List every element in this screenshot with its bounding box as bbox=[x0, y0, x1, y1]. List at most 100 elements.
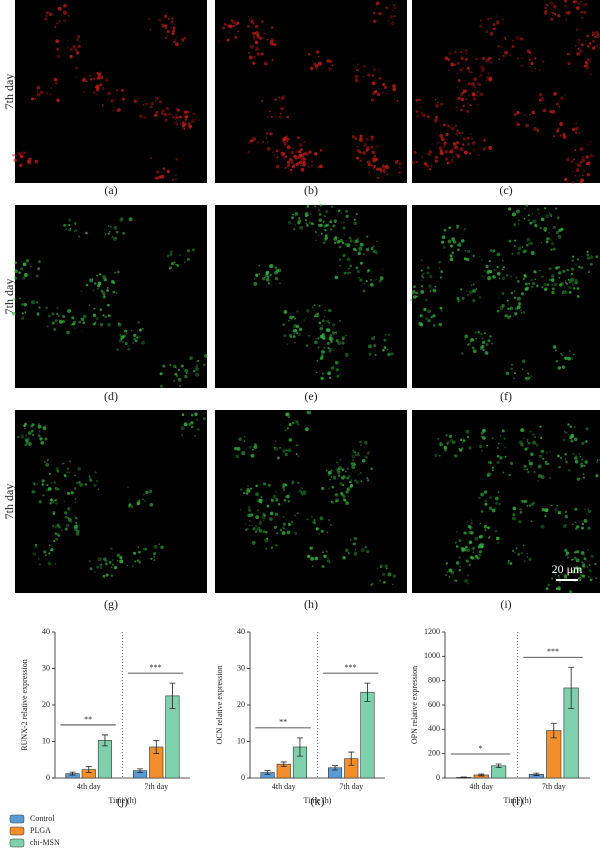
speckle bbox=[133, 99, 137, 103]
speckle bbox=[45, 14, 48, 18]
speckle bbox=[588, 42, 592, 45]
speckle bbox=[93, 322, 96, 325]
speckle bbox=[501, 259, 504, 262]
speckle bbox=[328, 350, 332, 353]
speckle bbox=[298, 151, 301, 154]
speckle bbox=[321, 335, 325, 340]
speckle bbox=[447, 58, 450, 62]
speckle bbox=[564, 356, 568, 360]
speckle bbox=[18, 271, 21, 274]
speckle bbox=[44, 437, 48, 441]
speckle bbox=[589, 42, 592, 45]
speckle bbox=[564, 431, 566, 433]
speckle bbox=[328, 322, 330, 324]
speckle bbox=[321, 68, 324, 71]
speckle bbox=[329, 220, 333, 224]
speckle bbox=[430, 165, 433, 168]
speckle bbox=[570, 558, 573, 561]
speckle bbox=[275, 499, 279, 503]
speckle bbox=[526, 376, 531, 381]
speckle bbox=[32, 434, 34, 436]
speckle bbox=[182, 38, 185, 41]
speckle bbox=[464, 139, 466, 141]
speckle bbox=[311, 160, 313, 162]
speckle bbox=[281, 138, 285, 142]
speckle bbox=[108, 314, 111, 318]
speckle bbox=[254, 443, 257, 446]
speckle bbox=[297, 161, 300, 165]
speckle bbox=[442, 246, 446, 249]
speckle bbox=[505, 38, 507, 41]
speckle bbox=[164, 27, 168, 30]
speckle bbox=[382, 171, 386, 174]
speckle bbox=[204, 354, 208, 358]
speckle bbox=[420, 289, 425, 294]
speckle bbox=[552, 135, 555, 138]
speckle bbox=[62, 10, 67, 15]
speckle bbox=[445, 132, 449, 137]
speckle bbox=[194, 435, 196, 437]
speckle bbox=[355, 244, 357, 247]
speckle bbox=[295, 420, 299, 424]
speckle bbox=[574, 459, 579, 464]
speckle bbox=[589, 262, 593, 266]
speckle bbox=[355, 68, 359, 72]
speckle bbox=[60, 529, 64, 532]
speckle bbox=[104, 279, 107, 282]
speckle bbox=[115, 237, 117, 239]
speckle bbox=[175, 366, 177, 368]
x-axis-label: Time (h) bbox=[504, 796, 532, 805]
speckle bbox=[373, 12, 376, 15]
speckle bbox=[371, 81, 376, 86]
speckle bbox=[562, 524, 567, 529]
speckle bbox=[438, 322, 443, 327]
error-bar bbox=[69, 771, 76, 776]
speckle bbox=[31, 490, 36, 494]
speckle bbox=[176, 108, 180, 112]
speckle bbox=[520, 312, 523, 314]
speckle bbox=[117, 322, 121, 325]
speckle bbox=[468, 446, 472, 450]
speckle bbox=[36, 301, 39, 304]
error-bar bbox=[332, 765, 339, 771]
speckle bbox=[495, 501, 499, 505]
speckle bbox=[368, 451, 370, 453]
speckle bbox=[274, 266, 278, 269]
speckle bbox=[341, 555, 346, 560]
speckle bbox=[27, 437, 31, 441]
speckle bbox=[573, 287, 576, 290]
speckle bbox=[83, 91, 85, 94]
speckle bbox=[523, 560, 526, 563]
speckle bbox=[46, 484, 49, 487]
speckle bbox=[564, 290, 567, 293]
speckle bbox=[517, 219, 520, 222]
speckle bbox=[466, 574, 470, 577]
speckle bbox=[505, 371, 510, 376]
speckle bbox=[460, 51, 463, 54]
speckle bbox=[587, 35, 590, 38]
speckle bbox=[370, 278, 373, 282]
speckle bbox=[536, 129, 540, 132]
speckle bbox=[295, 324, 300, 329]
speckle bbox=[315, 239, 317, 241]
speckle bbox=[372, 81, 377, 86]
speckle bbox=[576, 28, 579, 31]
speckle bbox=[74, 222, 77, 225]
speckle bbox=[325, 550, 328, 553]
speckle bbox=[302, 160, 306, 164]
speckle bbox=[542, 109, 546, 113]
speckle bbox=[360, 261, 363, 265]
speckle bbox=[559, 283, 563, 287]
speckle bbox=[175, 42, 179, 47]
speckle bbox=[282, 522, 286, 526]
speckle bbox=[485, 264, 489, 269]
speckle bbox=[333, 236, 338, 241]
speckle bbox=[245, 527, 249, 531]
speckle bbox=[354, 78, 359, 83]
speckle bbox=[325, 328, 330, 332]
speckle bbox=[367, 269, 370, 272]
speckle bbox=[153, 552, 156, 556]
speckle bbox=[479, 92, 484, 97]
speckle bbox=[68, 218, 72, 222]
speckle bbox=[269, 511, 274, 516]
